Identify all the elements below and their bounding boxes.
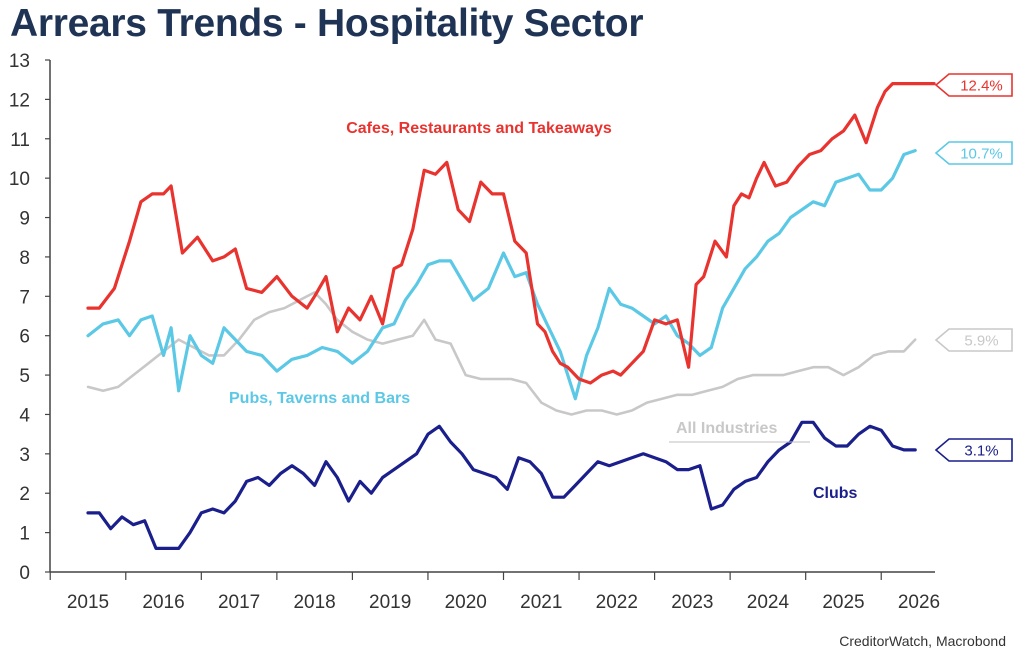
y-tick-label: 9 [19,209,30,230]
x-tick-label: 2022 [596,592,638,613]
end-label-box-pubs [934,141,1013,165]
series-line-pubs [86,149,917,401]
series-label-all: All Industries [676,420,777,437]
series-label-clubs: Clubs [813,485,858,502]
y-tick-label: 8 [19,248,30,269]
end-label-box-clubs [934,438,1013,462]
x-tick-label: 2015 [67,592,109,613]
series-line-cafes [86,82,936,385]
x-tick-label: 2016 [142,592,184,613]
end-label-all: 5.9% [964,333,998,350]
x-tick-label: 2017 [218,592,260,613]
y-tick-label: 1 [19,524,30,545]
source-note: CreditorWatch, Macrobond [839,633,1006,649]
end-label-clubs: 3.1% [964,443,998,460]
y-tick-label: 7 [19,287,30,308]
end-label-box-all [934,328,1013,352]
y-tick-label: 3 [19,445,30,466]
end-label-cafes: 12.4% [960,78,1003,95]
y-tick-label: 12 [9,90,30,111]
x-tick-label: 2026 [898,592,940,613]
series-labels: Cafes, Restaurants and Takeaways Pubs, Ta… [229,120,858,502]
x-tick-label: 2021 [520,592,562,613]
series-line-all [86,291,917,416]
y-tick-label: 11 [10,130,30,151]
end-label-box-cafes [934,73,1013,97]
x-tick-label: 2020 [445,592,487,613]
y-tick-label: 0 [19,563,30,584]
y-tick-label: 5 [19,366,30,387]
y-tick-label: 6 [19,327,30,348]
chart-title: Arrears Trends - Hospitality Sector [10,2,644,45]
end-label-pubs: 10.7% [960,146,1003,163]
series-label-cafes: Cafes, Restaurants and Takeaways [346,120,612,137]
x-tick-label: 2019 [369,592,411,613]
series-lines [86,82,936,550]
x-tick-label: 2023 [671,592,713,613]
y-tick-label: 13 [9,51,30,72]
series-line-clubs [86,420,917,550]
y-tick-label: 4 [19,405,30,426]
end-value-labels: 12.4% 10.7% 5.9% 3.1% [934,73,1013,462]
x-tick-label: 2024 [747,592,790,613]
series-label-pubs: Pubs, Taverns and Bars [229,390,410,407]
y-tick-label: 10 [9,169,30,190]
x-tick-label: 2018 [293,592,335,613]
y-tick-label: 2 [19,484,30,505]
x-tick-label: 2025 [822,592,864,613]
